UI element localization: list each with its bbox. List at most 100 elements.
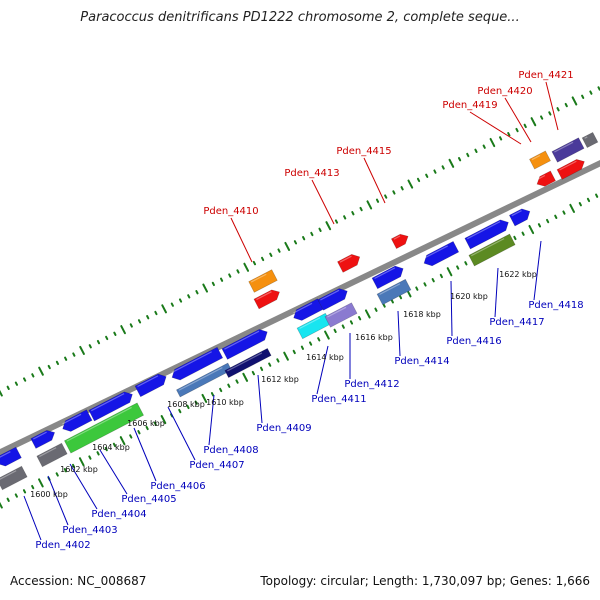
outer-tick bbox=[0, 389, 3, 397]
gene-4415-shape bbox=[390, 233, 409, 249]
inner-tick bbox=[104, 446, 108, 452]
inner-tick bbox=[112, 442, 117, 448]
outer-tick bbox=[400, 186, 404, 191]
gene-label: Pden_4405 bbox=[121, 494, 176, 505]
gene-4417-shape bbox=[464, 219, 509, 250]
gene-label: Pden_4403 bbox=[62, 525, 117, 536]
inner-tick bbox=[554, 214, 558, 219]
gene-4407 bbox=[134, 373, 167, 398]
gene-4421-grey bbox=[581, 131, 599, 149]
gene-4409-dark-shape bbox=[224, 347, 272, 379]
gene-4411-cyan-shine bbox=[299, 317, 321, 330]
outer-tick bbox=[79, 345, 85, 355]
outer-tick bbox=[202, 283, 209, 293]
gene-4416-shape bbox=[423, 240, 460, 267]
gene-features bbox=[0, 131, 599, 491]
outer-tick bbox=[556, 107, 560, 112]
outer-tick bbox=[302, 235, 306, 241]
inner-tick bbox=[268, 362, 272, 367]
gene-4419-orange bbox=[529, 150, 551, 170]
gene-4402-grey bbox=[0, 465, 28, 491]
inner-tick bbox=[242, 372, 249, 382]
outer-tick bbox=[318, 227, 322, 232]
gene-4414-shape bbox=[371, 265, 404, 290]
upper-connector bbox=[469, 111, 522, 145]
kbp-tick-label: 1614 kbp bbox=[306, 353, 344, 362]
outer-tick bbox=[236, 269, 240, 274]
inner-tick bbox=[194, 400, 198, 405]
kbp-tick-label: 1606 kbp bbox=[127, 419, 165, 428]
inner-tick bbox=[578, 202, 582, 207]
gene-4403-grey-shape bbox=[36, 442, 68, 468]
gene-4403-shape bbox=[30, 430, 56, 449]
outer-tick bbox=[261, 256, 265, 262]
gene-4420-shape bbox=[551, 137, 585, 163]
inner-tick bbox=[446, 267, 453, 277]
outer-tick bbox=[252, 260, 257, 266]
inner-tick bbox=[390, 299, 394, 304]
inner-tick bbox=[160, 414, 167, 425]
outer-tick bbox=[170, 302, 174, 307]
gene-label: Pden_4406 bbox=[150, 481, 205, 492]
gene-4413-shape bbox=[337, 254, 361, 273]
inner-tick bbox=[382, 303, 386, 308]
outer-tick bbox=[416, 177, 421, 183]
gene-4410-shine bbox=[256, 291, 272, 301]
lower-connector bbox=[69, 463, 98, 510]
gene-label: Pden_4420 bbox=[477, 86, 532, 97]
gene-label: Pden_4418 bbox=[528, 300, 583, 311]
gene-4408-shine bbox=[171, 351, 212, 374]
outer-tick bbox=[293, 240, 298, 245]
outer-tick bbox=[38, 366, 44, 376]
outer-tick bbox=[120, 325, 126, 335]
outer-tick bbox=[441, 165, 445, 170]
outer-tick bbox=[515, 127, 519, 133]
gene-label: Pden_4412 bbox=[344, 379, 399, 390]
gene-4403 bbox=[30, 430, 56, 449]
gene-4405-shape bbox=[63, 402, 145, 454]
dotted-tick-rings bbox=[0, 86, 600, 509]
upper-connector bbox=[311, 179, 335, 225]
gene-4417 bbox=[464, 219, 509, 250]
upper-connector bbox=[363, 157, 386, 204]
outer-tick bbox=[105, 335, 109, 341]
gene-4420 bbox=[551, 137, 585, 163]
lower-connector bbox=[450, 280, 453, 337]
gene-4406-shine bbox=[91, 393, 125, 412]
gene-4408-shape bbox=[171, 346, 224, 381]
gene-4417-olive-shine bbox=[471, 238, 505, 257]
outer-tick bbox=[14, 381, 19, 386]
gene-4409-dark bbox=[224, 347, 272, 379]
inner-tick bbox=[145, 425, 149, 431]
outer-tick bbox=[384, 194, 388, 199]
gene-4419-shine bbox=[536, 174, 546, 181]
gene-4418-shine bbox=[511, 210, 522, 217]
inner-tick bbox=[349, 320, 354, 325]
gene-4409 bbox=[221, 329, 268, 360]
inner-tick bbox=[78, 457, 85, 467]
inner-tick bbox=[153, 421, 157, 426]
outer-tick bbox=[6, 385, 10, 390]
lower-connector bbox=[208, 394, 215, 446]
chromosome-backbone bbox=[0, 159, 600, 456]
inner-tick bbox=[292, 349, 296, 355]
inner-tick bbox=[562, 210, 566, 215]
outer-tick bbox=[334, 219, 339, 224]
inner-tick bbox=[324, 330, 330, 340]
outer-tick bbox=[325, 221, 332, 231]
inner-tick bbox=[129, 434, 133, 439]
kbp-tick-label: 1610 kbp bbox=[206, 398, 244, 407]
outer-tick bbox=[72, 352, 76, 357]
inner-tick bbox=[178, 408, 182, 414]
gene-4403-grey bbox=[36, 442, 68, 468]
gene-4421-shine bbox=[559, 160, 577, 171]
outer-tick bbox=[310, 231, 314, 237]
gene-4402-grey-shine bbox=[0, 470, 17, 481]
kbp-tick-label: 1608 kbp bbox=[167, 400, 205, 409]
gene-4417-olive-shape bbox=[468, 233, 516, 267]
outer-tick bbox=[88, 344, 92, 349]
outer-tick bbox=[523, 123, 527, 129]
gene-4404-shape bbox=[62, 409, 93, 432]
gene-4406-shape bbox=[88, 391, 133, 422]
